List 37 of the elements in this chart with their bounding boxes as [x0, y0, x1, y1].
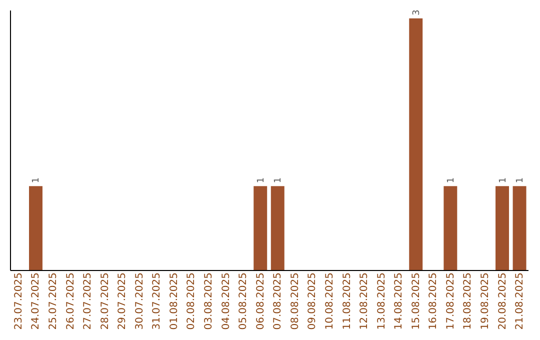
x-tick-label: 28.07.2025 — [100, 272, 111, 330]
x-tick-label: 27.07.2025 — [82, 272, 94, 330]
data-label: 1 — [446, 177, 456, 184]
x-tick-label: 20.08.2025 — [497, 272, 508, 330]
x-tick-label: 02.08.2025 — [186, 272, 198, 330]
x-tick-label: 12.08.2025 — [359, 272, 370, 330]
x-tick-label: 17.08.2025 — [445, 272, 456, 330]
x-tick-label: 30.07.2025 — [134, 272, 146, 330]
x-tick-label: 29.07.2025 — [117, 272, 128, 330]
data-label: 3 — [412, 10, 422, 16]
x-tick-label: 26.07.2025 — [65, 272, 76, 330]
x-tick-label: 01.08.2025 — [168, 272, 180, 330]
data-label: 1 — [32, 177, 42, 184]
x-tick-label: 07.08.2025 — [272, 272, 284, 330]
data-label: 1 — [274, 177, 284, 184]
x-tick-label: 24.07.2025 — [30, 272, 42, 330]
x-tick-label: 13.08.2025 — [376, 272, 388, 330]
data-label: 1 — [516, 177, 526, 184]
x-tick-label: 31.07.2025 — [152, 272, 163, 330]
x-tick-label: 15.08.2025 — [410, 272, 422, 330]
data-label: 1 — [498, 177, 508, 184]
x-tick-label: 23.07.2025 — [13, 272, 24, 330]
x-tick-label: 11.08.2025 — [342, 272, 353, 330]
x-tick-label: 25.07.2025 — [48, 272, 60, 330]
x-tick-label: 21.08.2025 — [514, 272, 526, 330]
x-tick-label: 08.08.2025 — [290, 272, 301, 330]
x-tick-label: 03.08.2025 — [204, 272, 215, 330]
data-label: 1 — [256, 177, 266, 184]
x-tick-label: 19.08.2025 — [480, 272, 491, 330]
x-tick-label: 10.08.2025 — [324, 272, 336, 330]
x-tick-label: 06.08.2025 — [255, 272, 266, 330]
x-tick-label: 16.08.2025 — [428, 272, 440, 330]
x-tick-label: 18.08.2025 — [462, 272, 474, 330]
x-tick-label: 04.08.2025 — [220, 272, 232, 330]
x-tick-label: 05.08.2025 — [238, 272, 250, 330]
x-tick-label: 09.08.2025 — [307, 272, 318, 330]
x-tick-label: 14.08.2025 — [394, 272, 405, 330]
